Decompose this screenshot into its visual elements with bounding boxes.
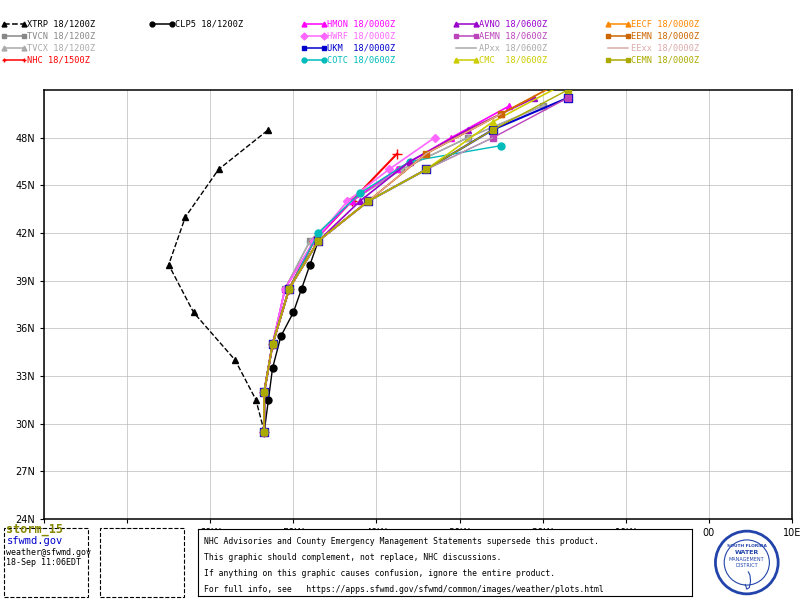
Text: EEMN 18/0000Z: EEMN 18/0000Z [631, 31, 699, 40]
Text: CEMN 18/0000Z: CEMN 18/0000Z [631, 55, 699, 64]
Text: sfwmd.gov: sfwmd.gov [6, 536, 62, 546]
Text: storm_15: storm_15 [6, 523, 63, 536]
Text: SOUTH FLORIDA: SOUTH FLORIDA [727, 544, 766, 548]
Text: UKM  18/0000Z: UKM 18/0000Z [327, 43, 395, 52]
Text: AVNO 18/0600Z: AVNO 18/0600Z [479, 19, 547, 28]
Text: AEMN 18/0600Z: AEMN 18/0600Z [479, 31, 547, 40]
Text: HMON 18/0000Z: HMON 18/0000Z [327, 19, 395, 28]
Text: MANAGEMENT: MANAGEMENT [729, 557, 765, 562]
Text: For full info, see   https://apps.sfwmd.gov/sfwmd/common/images/weather/plots.ht: For full info, see https://apps.sfwmd.go… [204, 585, 604, 594]
Text: NHC 18/1500Z: NHC 18/1500Z [27, 55, 90, 64]
Text: COTC 18/0600Z: COTC 18/0600Z [327, 55, 395, 64]
Text: EECF 18/0000Z: EECF 18/0000Z [631, 19, 699, 28]
Text: weather@sfwmd.gov: weather@sfwmd.gov [6, 548, 91, 557]
Text: NHC Advisories and County Emergency Management Statements supersede this product: NHC Advisories and County Emergency Mana… [204, 536, 599, 545]
Text: XTRP 18/1200Z: XTRP 18/1200Z [27, 19, 95, 28]
Text: If anything on this graphic causes confusion, ignore the entire product.: If anything on this graphic causes confu… [204, 569, 555, 578]
Text: HWRF 18/0000Z: HWRF 18/0000Z [327, 31, 395, 40]
Text: EExx 18/0000Z: EExx 18/0000Z [631, 43, 699, 52]
Text: APxx 18/0600Z: APxx 18/0600Z [479, 43, 547, 52]
Text: This graphic should complement, not replace, NHC discussions.: This graphic should complement, not repl… [204, 553, 502, 562]
Text: DISTRICT: DISTRICT [735, 563, 758, 568]
Text: 18-Sep 11:06EDT: 18-Sep 11:06EDT [6, 558, 82, 567]
Text: CLP5 18/1200Z: CLP5 18/1200Z [175, 19, 243, 28]
Text: WATER: WATER [734, 550, 759, 555]
Text: TVCN 18/1200Z: TVCN 18/1200Z [27, 31, 95, 40]
Text: TVCX 18/1200Z: TVCX 18/1200Z [27, 43, 95, 52]
Text: CMC  18/0600Z: CMC 18/0600Z [479, 55, 547, 64]
